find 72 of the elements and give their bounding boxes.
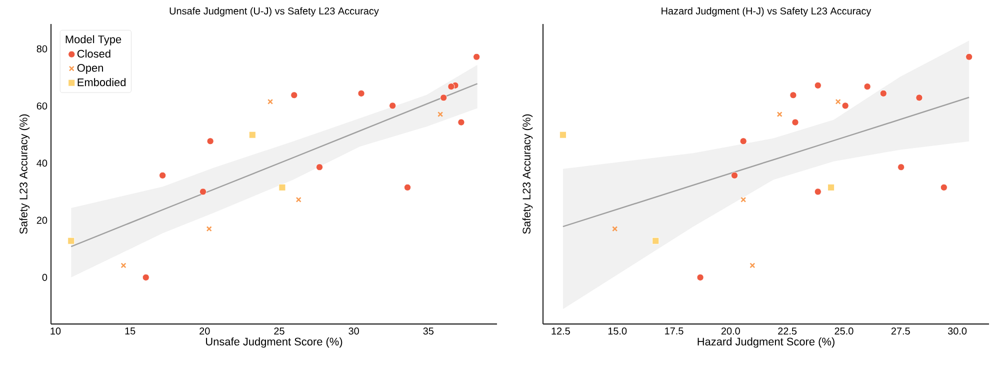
x-tick-label: 35 bbox=[423, 328, 434, 335]
point bbox=[473, 53, 480, 60]
point bbox=[898, 164, 905, 171]
point bbox=[316, 164, 324, 171]
point bbox=[438, 112, 444, 118]
point bbox=[740, 138, 747, 145]
point bbox=[790, 92, 797, 99]
point bbox=[880, 90, 887, 97]
point bbox=[776, 112, 782, 118]
point bbox=[828, 184, 835, 191]
point bbox=[278, 184, 286, 191]
point bbox=[730, 172, 738, 179]
y-tick-label: 40 bbox=[36, 160, 48, 167]
point bbox=[835, 98, 841, 104]
legend-label: Open bbox=[77, 64, 103, 74]
point bbox=[916, 94, 923, 102]
point bbox=[696, 274, 704, 281]
point bbox=[814, 82, 822, 89]
point bbox=[206, 138, 214, 145]
x-tick-label: 15.0 bbox=[608, 328, 627, 335]
y-tick-label: 80 bbox=[36, 45, 48, 52]
point bbox=[966, 53, 973, 60]
point bbox=[296, 196, 302, 202]
point bbox=[404, 184, 412, 191]
point bbox=[652, 237, 660, 244]
point bbox=[792, 118, 799, 126]
x-tick-label: 15 bbox=[125, 328, 136, 334]
point bbox=[199, 188, 207, 196]
x-axis-title: Unsafe Judgment Score (%) bbox=[206, 337, 342, 348]
point bbox=[842, 102, 849, 110]
legend-label: Closed bbox=[77, 50, 110, 58]
y-tick-label: 0 bbox=[42, 274, 48, 281]
point bbox=[206, 226, 212, 232]
point bbox=[448, 83, 455, 90]
x-tick-label: 10 bbox=[50, 328, 61, 335]
x-tick-label: 30 bbox=[348, 328, 359, 335]
x-tick-label: 20.0 bbox=[721, 328, 740, 335]
x-tick-label: 30.0 bbox=[948, 328, 967, 335]
chart-title: Hazard Judgment (H-J) vs Safety L23 Accuracy bbox=[662, 7, 872, 16]
point bbox=[559, 131, 566, 138]
point bbox=[120, 262, 126, 268]
point bbox=[440, 94, 448, 102]
point bbox=[750, 262, 756, 268]
legend-label: Embodied bbox=[78, 78, 126, 86]
y-tick-label: 20 bbox=[36, 216, 48, 224]
point bbox=[389, 102, 396, 110]
y-axis-title: Safety L23 Accuracy (%) bbox=[522, 114, 533, 234]
point bbox=[142, 274, 150, 281]
point bbox=[159, 172, 166, 179]
chart-title: Unsafe Judgment (U-J) vs Safety L23 Accuracy bbox=[170, 7, 379, 16]
x-tick-label: 12.5 bbox=[552, 328, 570, 335]
point bbox=[458, 118, 465, 126]
point bbox=[358, 90, 365, 97]
x-tick-label: 25 bbox=[274, 328, 284, 335]
point bbox=[248, 131, 256, 138]
point bbox=[290, 92, 298, 99]
x-axis-title: Hazard Judgment Score (%) bbox=[698, 337, 834, 348]
x-tick-label: 20 bbox=[200, 328, 210, 335]
x-tick-label: 22.5 bbox=[778, 328, 797, 335]
legend-title: Model Type bbox=[66, 35, 122, 46]
point bbox=[864, 83, 871, 90]
x-tick-label: 27.5 bbox=[891, 328, 910, 335]
point bbox=[68, 237, 75, 244]
x-tick-label: 25.0 bbox=[834, 328, 854, 335]
y-tick-label: 60 bbox=[36, 102, 48, 110]
point bbox=[814, 188, 822, 196]
point bbox=[268, 98, 274, 104]
point bbox=[612, 226, 618, 232]
x-tick-label: 17.5 bbox=[665, 328, 684, 334]
point bbox=[740, 196, 746, 202]
y-axis-title: Safety L23 Accuracy (%) bbox=[19, 114, 30, 234]
point bbox=[940, 184, 948, 191]
